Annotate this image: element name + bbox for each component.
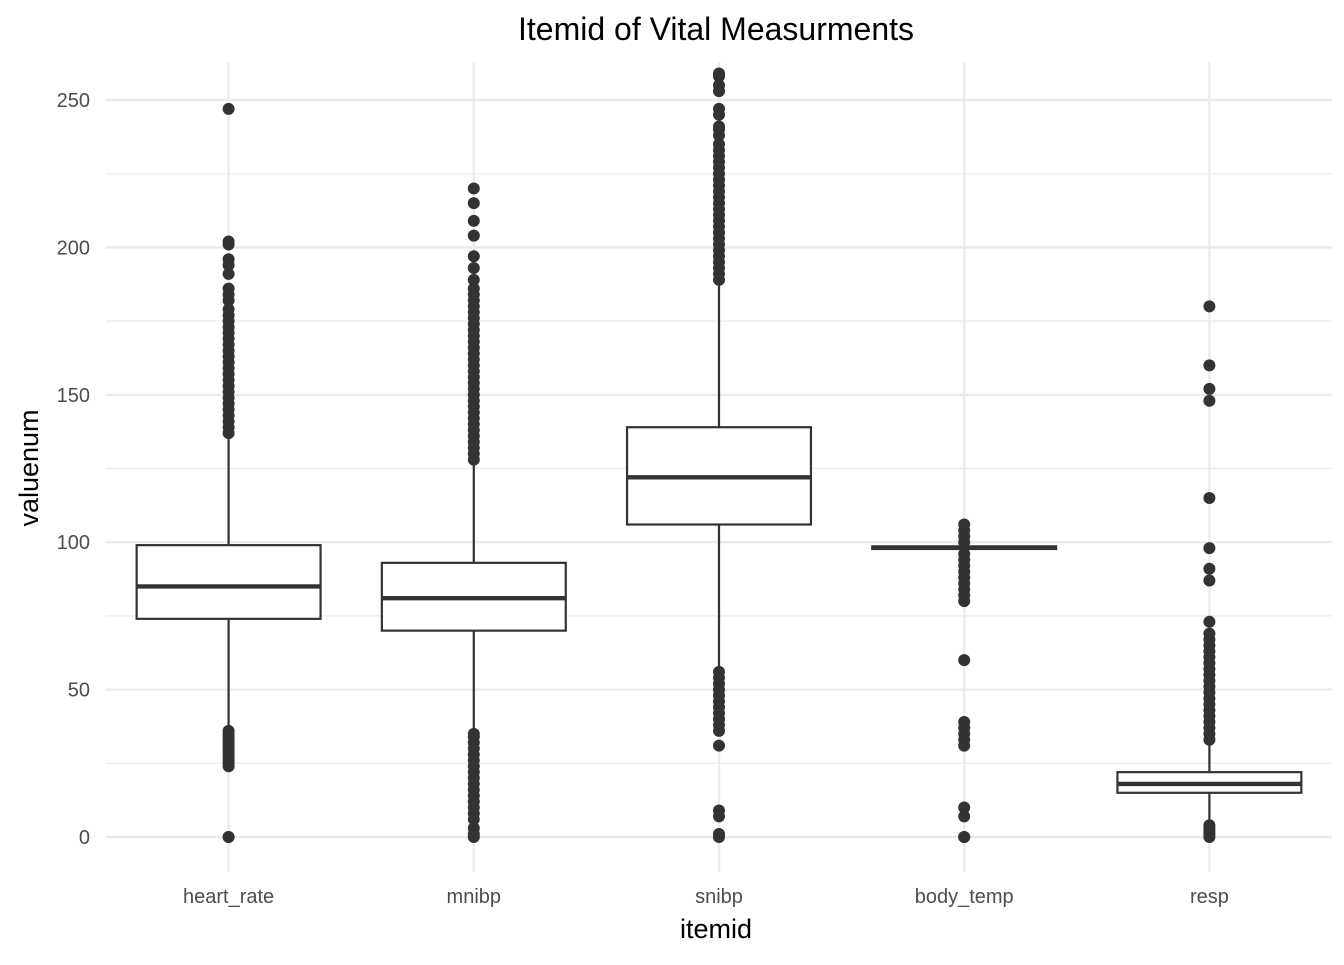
outlier-point [1203,359,1216,372]
outlier-point [467,197,480,210]
outlier-point [1203,542,1216,555]
outlier-point [713,67,725,80]
outlier-point [222,267,235,280]
outlier-point [467,214,480,227]
outlier-point [222,235,235,248]
outlier-point [713,79,725,92]
outlier-point [467,182,480,195]
outlier-point [713,739,725,752]
y-tick-label: 100 [57,532,90,554]
outlier-point [713,804,725,817]
outlier-point [467,229,480,242]
y-tick-label: 200 [57,237,90,259]
x-tick-label: heart_rate [183,886,274,908]
x-tick-label: snibp [695,886,743,908]
outlier-point [1203,627,1216,640]
outlier-point [958,810,971,823]
outlier-point [713,665,725,678]
outlier-point [222,102,235,115]
y-axis-title: valuenum [14,409,44,526]
box-group [871,518,1058,843]
outlier-point [958,654,971,667]
outlier-point [1203,562,1216,575]
outlier-point [222,303,235,316]
box-group [625,67,813,843]
outlier-point [467,822,480,835]
box-group [380,182,567,843]
outlier-point [1203,819,1216,832]
outlier-point [713,828,725,841]
y-tick-label: 0 [79,827,90,849]
y-tick-label: 150 [57,385,90,407]
x-tick-label: mnibp [447,886,501,908]
y-tick-label: 250 [57,90,90,112]
outlier-point [958,547,971,560]
outlier-point [467,262,480,275]
outlier-point [713,120,725,133]
outlier-point [1203,382,1216,395]
outlier-point [1203,615,1216,628]
box-iqr [135,544,322,620]
box-group [1116,300,1303,843]
chart-title: Itemid of Vital Measurments [518,11,914,47]
outlier-point [958,518,971,531]
y-axis-tick-labels: 0 50 100 150 200 250 [57,90,90,849]
outlier-point [713,102,725,115]
outlier-point [1203,394,1216,407]
x-tick-label: resp [1190,886,1229,908]
outlier-point [1203,491,1216,504]
outlier-point [467,250,480,263]
box-group [135,102,322,843]
outlier-point [713,138,725,151]
outlier-point [467,282,480,295]
boxes-layer [135,67,1303,843]
outlier-point [467,273,480,286]
outlier-point [467,727,480,740]
outlier-point [1203,300,1216,313]
y-tick-label: 50 [68,680,90,702]
outlier-point [958,831,971,843]
x-axis-tick-labels: heart_rate mnibp snibp body_temp resp [183,886,1229,908]
x-tick-label: body_temp [915,886,1014,908]
outlier-point [958,716,971,729]
outlier-point [222,253,235,266]
outlier-point [222,831,235,843]
x-axis-title: itemid [680,914,752,944]
outlier-point [222,724,235,737]
outlier-point [222,282,235,295]
outlier-point [958,801,971,814]
outlier-point [1203,574,1216,587]
